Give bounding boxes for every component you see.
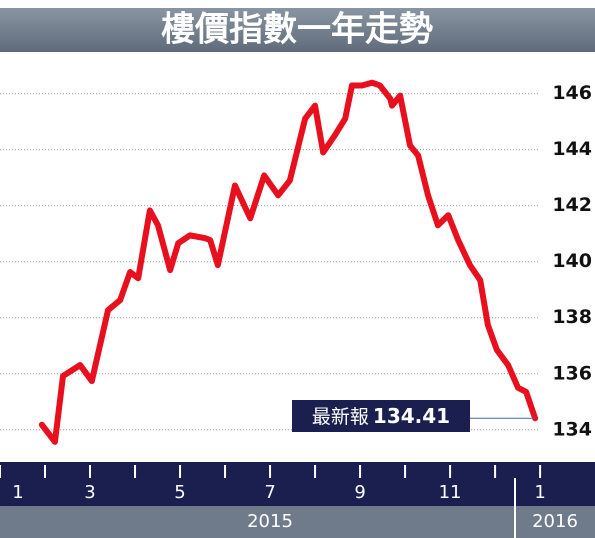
y-tick-label: 142 <box>552 194 592 216</box>
x-tick-label: 11 <box>439 482 462 503</box>
y-tick-label: 140 <box>552 250 592 272</box>
annotation-text: 最新報 <box>312 406 369 428</box>
year-band <box>0 506 595 538</box>
annotation-box <box>292 400 470 432</box>
title-bar <box>0 8 595 52</box>
y-tick-label: 144 <box>552 138 592 160</box>
x-tick-label: 5 <box>174 482 185 503</box>
x-tick-label: 1 <box>12 482 23 503</box>
y-tick-label: 138 <box>552 306 592 328</box>
year-label: 2016 <box>532 511 578 532</box>
x-tick-label: 9 <box>354 482 365 503</box>
x-tick-label: 3 <box>84 482 95 503</box>
year-label: 2015 <box>247 511 293 532</box>
annotation: 最新報 134.41 <box>312 404 450 428</box>
value-label: 134.41 <box>373 404 450 428</box>
x-tick-label: 7 <box>264 482 275 503</box>
line <box>38 79 539 445</box>
chart-title: 樓價指數一年走勢 <box>161 10 433 50</box>
x-tick-label: 1 <box>534 482 545 503</box>
y-tick-label: 146 <box>552 82 592 104</box>
y-tick-label: 134 <box>552 418 592 440</box>
y-tick-label: 136 <box>552 362 592 384</box>
